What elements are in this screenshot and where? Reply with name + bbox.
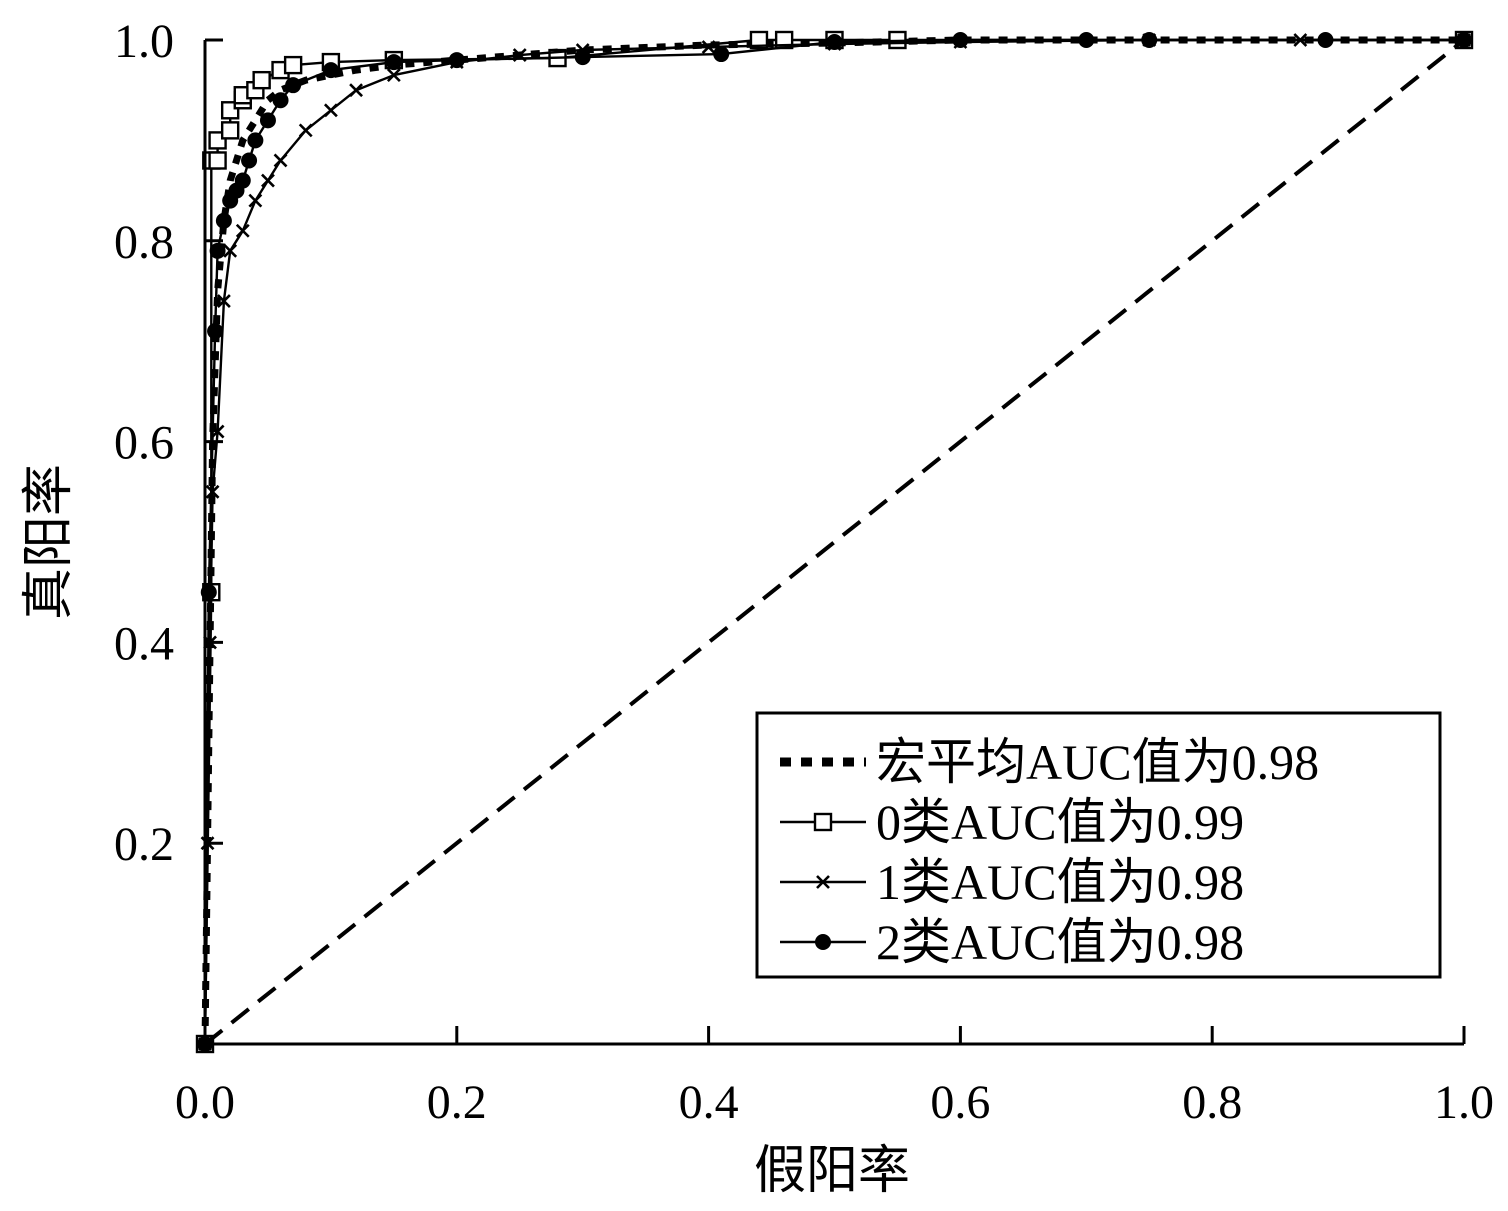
y-axis-title: 真阳率 xyxy=(21,464,78,620)
x-marker-point xyxy=(701,40,716,54)
x-tick-label: 0.8 xyxy=(1182,1076,1242,1129)
legend-item-2: 1类AUC值为0.98 xyxy=(780,854,1244,910)
diagonal-reference xyxy=(203,38,1466,1046)
circle-marker-point xyxy=(241,152,258,169)
circle-marker-point xyxy=(1317,32,1334,48)
y-tick-label: 0.4 xyxy=(114,617,174,670)
legend-circle-marker xyxy=(815,934,831,950)
square-marker-point xyxy=(252,70,271,90)
x-tick-label: 0.2 xyxy=(427,1076,487,1129)
square-marker-point xyxy=(220,121,240,140)
circle-marker-point xyxy=(247,132,264,149)
square-marker-point xyxy=(283,55,303,75)
legend-label: 0类AUC值为0.99 xyxy=(876,794,1244,850)
plot-area xyxy=(195,30,1474,1054)
circle-marker-point xyxy=(952,32,969,48)
legend-box xyxy=(755,711,1442,979)
legend-label: 1类AUC值为0.98 xyxy=(876,854,1244,910)
circle-marker-point xyxy=(713,46,730,63)
x-marker-point xyxy=(205,484,220,499)
x-marker-point xyxy=(386,68,401,83)
circle-marker-point xyxy=(272,92,289,109)
x-marker-point xyxy=(298,123,313,138)
x-axis-title: 假阳率 xyxy=(754,1143,910,1200)
legend-item-0: 宏平均AUC值为0.98 xyxy=(780,734,1319,790)
circle-marker-point xyxy=(574,49,591,66)
circle-marker-point xyxy=(1078,32,1095,48)
x-marker-point xyxy=(235,223,250,238)
y-tick-label: 0.2 xyxy=(114,818,174,871)
legend-label: 宏平均AUC值为0.98 xyxy=(876,734,1319,790)
circle-marker-point xyxy=(209,242,226,259)
y-tick-label: 1.0 xyxy=(114,15,174,68)
x-marker-point xyxy=(323,103,338,118)
legend-square-marker xyxy=(813,812,833,832)
circle-marker-point xyxy=(215,212,232,229)
legend-item-1: 0类AUC值为0.99 xyxy=(780,794,1244,850)
x-tick-label: 1.0 xyxy=(1434,1076,1494,1129)
x-marker-point xyxy=(223,243,238,258)
x-marker-point xyxy=(273,153,288,168)
circle-marker-point xyxy=(322,62,339,79)
x-tick-label: 0.0 xyxy=(175,1076,235,1129)
x-marker-point xyxy=(216,294,231,308)
x-marker-point xyxy=(248,193,263,208)
circle-marker-point xyxy=(1141,32,1158,48)
circle-marker-point xyxy=(385,54,402,71)
circle-marker-point xyxy=(259,112,276,129)
x-marker-point xyxy=(261,173,275,188)
square-marker-point xyxy=(208,151,227,170)
circle-marker-point xyxy=(207,323,224,340)
circle-marker-point xyxy=(826,34,843,51)
legend-item-3: 2类AUC值为0.98 xyxy=(780,914,1244,970)
square-marker-point xyxy=(749,30,769,50)
circle-marker-point xyxy=(200,584,217,601)
circle-marker-point xyxy=(448,52,465,69)
legend-x-marker xyxy=(816,875,830,889)
circle-marker-point xyxy=(285,77,302,94)
y-tick-label: 0.6 xyxy=(114,417,174,470)
circle-marker-point xyxy=(234,172,251,189)
x-tick-label: 0.4 xyxy=(679,1076,739,1129)
x-marker-point xyxy=(349,83,363,98)
diagonal-line xyxy=(203,38,1466,1046)
y-tick-label: 0.8 xyxy=(114,216,174,269)
series-3 xyxy=(197,32,1472,1052)
legend-label: 2类AUC值为0.98 xyxy=(876,914,1244,970)
legend: 宏平均AUC值为0.980类AUC值为0.991类AUC值为0.982类AUC值… xyxy=(755,711,1442,979)
x-tick-label: 0.6 xyxy=(930,1076,990,1129)
axes: 0.0 0.2 0.4 0.6 0.8 1.0 0.2 0.4 0.6 0.8 1.0 假阳率 真阳率 xyxy=(21,15,1494,1200)
